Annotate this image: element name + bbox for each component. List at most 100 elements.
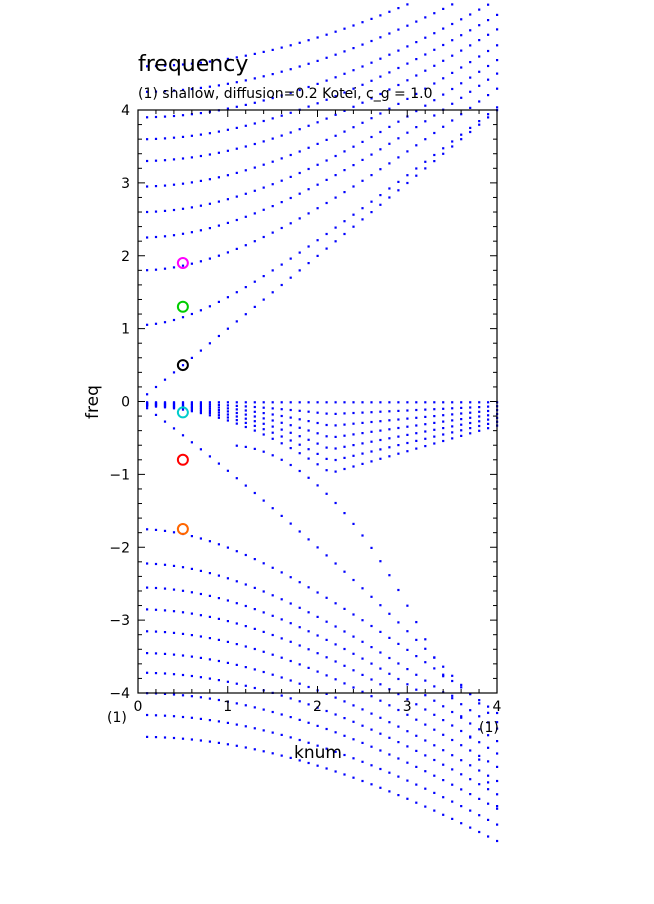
data-point: [190, 695, 193, 698]
data-point: [307, 721, 310, 724]
data-point: [262, 590, 265, 593]
data-point: [388, 32, 391, 35]
data-point: [361, 657, 364, 660]
data-point: [208, 637, 211, 640]
data-point: [325, 423, 328, 427]
data-point: [316, 591, 319, 594]
data-point: [181, 401, 185, 404]
data-point: [334, 30, 337, 33]
data-point: [280, 598, 283, 601]
data-point: [172, 234, 176, 237]
data-point: [307, 703, 310, 706]
data-point: [316, 36, 319, 39]
chart-subtitle: (1) shallow, diffusion=0.2 Kotei, c_g = …: [138, 86, 433, 102]
highlight-marker: [176, 257, 189, 270]
data-point: [469, 709, 472, 712]
data-point: [424, 661, 427, 664]
data-point: [451, 710, 454, 714]
data-point: [190, 206, 193, 209]
data-point: [406, 62, 409, 65]
data-point: [190, 402, 193, 405]
data-point: [352, 776, 355, 779]
data-point: [433, 401, 436, 404]
data-point: [280, 201, 283, 204]
data-point: [424, 805, 427, 808]
data-point: [397, 189, 400, 192]
data-point: [154, 137, 158, 140]
data-point: [190, 612, 193, 615]
x-unit-left: (1): [107, 710, 127, 726]
data-point: [226, 149, 229, 152]
data-point: [271, 73, 274, 76]
data-point: [397, 426, 400, 430]
data-point: [343, 91, 346, 94]
data-point: [271, 731, 274, 734]
data-point: [451, 87, 454, 91]
data-point: [146, 138, 149, 141]
data-point: [451, 419, 454, 422]
data-point: [352, 411, 355, 415]
data-point: [361, 101, 364, 104]
data-point: [352, 47, 355, 50]
data-point: [146, 269, 149, 272]
data-point: [253, 280, 256, 283]
data-point: [154, 268, 158, 271]
data-point: [406, 409, 409, 412]
data-point: [496, 807, 499, 810]
data-point: [406, 3, 409, 6]
data-point: [352, 635, 355, 638]
data-point: [262, 630, 265, 633]
data-point: [262, 401, 265, 404]
data-point: [298, 700, 301, 703]
data-point: [316, 183, 319, 186]
data-point: [442, 733, 445, 736]
data-point: [146, 236, 149, 239]
data-point: [280, 713, 283, 716]
data-point: [478, 702, 481, 705]
data-point: [190, 408, 193, 411]
data-point: [172, 673, 176, 676]
data-point: [217, 406, 220, 409]
data-point: [163, 736, 167, 739]
data-point: [460, 96, 463, 99]
tick-label: 4: [121, 103, 130, 119]
data-point: [478, 699, 481, 702]
data-point: [451, 145, 454, 148]
data-point: [334, 154, 337, 158]
data-point: [163, 672, 167, 675]
data-point: [289, 153, 292, 157]
data-point: [433, 421, 436, 424]
data-point: [325, 767, 328, 770]
data-point: [397, 725, 400, 728]
data-point: [154, 528, 158, 531]
data-point: [361, 741, 364, 744]
data-point: [271, 614, 274, 617]
data-point: [307, 648, 310, 651]
data-point: [352, 87, 355, 90]
data-point: [343, 717, 346, 720]
data-point: [388, 71, 391, 74]
data-point: [406, 131, 409, 134]
data-point: [397, 28, 400, 31]
data-point: [487, 427, 490, 430]
data-point: [334, 435, 337, 438]
data-point: [172, 136, 176, 139]
data-point: [208, 257, 211, 260]
data-point: [172, 371, 176, 374]
data-point: [478, 55, 481, 58]
data-point: [334, 770, 337, 773]
data-point: [352, 465, 355, 468]
data-point: [235, 56, 238, 59]
data-point: [478, 410, 481, 413]
data-point: [146, 116, 149, 119]
data-point: [352, 433, 355, 436]
data-point: [280, 408, 283, 411]
data-point: [181, 632, 185, 635]
data-point: [487, 64, 490, 68]
data-point: [343, 664, 346, 667]
data-point: [316, 634, 319, 637]
data-point: [146, 528, 149, 531]
data-point: [199, 448, 202, 451]
data-point: [172, 266, 176, 269]
data-point: [460, 66, 463, 69]
